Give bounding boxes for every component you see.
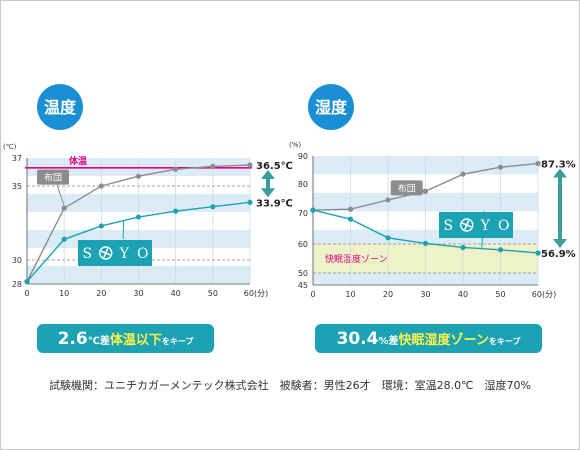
- data-point: [460, 244, 466, 251]
- soyo-logo-letter: S: [82, 246, 92, 262]
- y-tick-label: 80: [298, 180, 308, 189]
- y-tick-label: 70: [298, 209, 308, 218]
- data-point: [247, 162, 253, 168]
- y-tick-label: 50: [298, 269, 308, 278]
- data-point: [497, 247, 504, 253]
- soyo-logo-letter: Y: [480, 218, 491, 234]
- y-unit-label: (%): [289, 141, 301, 149]
- data-point: [347, 216, 354, 222]
- futon-series-label: 布団: [398, 182, 416, 194]
- data-point: [98, 223, 104, 229]
- chart-title: 温度: [43, 98, 77, 117]
- data-point: [310, 207, 316, 213]
- soyo-logo-letter: S: [443, 218, 453, 234]
- y-tick-label: 28: [12, 280, 22, 289]
- data-point: [210, 204, 216, 210]
- data-point: [247, 199, 253, 205]
- arrow-head: [261, 188, 275, 198]
- data-point: [61, 205, 67, 211]
- summary-badge: [37, 324, 214, 353]
- arrow-head: [553, 168, 567, 178]
- x-tick-label: 0: [310, 290, 315, 299]
- data-point: [497, 164, 504, 170]
- data-point: [422, 240, 429, 246]
- x-tick-label: 50: [495, 290, 505, 299]
- data-point: [210, 163, 216, 169]
- y-tick-label: 90: [298, 152, 308, 161]
- soyo-logo-letter: Y: [119, 246, 130, 262]
- x-tick-label: 60(分): [244, 289, 268, 298]
- end-value-label: 56.9%: [541, 249, 576, 260]
- test-conditions-footer: 試験機関：ユニチカガーメンテック株式会社 被験者：男性26才 環境：室温28.0…: [49, 379, 531, 392]
- x-tick-label: 30: [133, 289, 143, 298]
- soyo-logo-box: [78, 240, 152, 266]
- x-tick-label: 10: [345, 290, 355, 299]
- comfort-zone-label: 快眠湿度ゾーン: [325, 253, 388, 265]
- data-point: [385, 197, 391, 203]
- x-tick-label: 30: [420, 290, 430, 299]
- data-point: [135, 214, 142, 220]
- x-tick-label: 10: [59, 289, 69, 298]
- body-temperature-label: 体温: [69, 155, 87, 167]
- x-tick-label: 20: [96, 289, 106, 298]
- summary-badge: [315, 324, 542, 353]
- y-tick-label: 60: [298, 240, 308, 249]
- x-tick-label: 40: [171, 289, 181, 298]
- data-point: [135, 173, 142, 179]
- data-point: [173, 166, 179, 172]
- y-tick-label: 45: [298, 281, 308, 290]
- end-value-label: 33.9℃: [256, 198, 293, 209]
- fan-icon: [99, 246, 113, 260]
- y-tick-label: 30: [12, 256, 22, 265]
- end-value-label: 87.3%: [541, 160, 576, 171]
- data-point: [385, 235, 391, 241]
- summary-text: 2.6℃差体温以下をキープ: [58, 329, 195, 349]
- soyo-logo-letter: O: [137, 246, 148, 262]
- data-point: [535, 250, 541, 256]
- futon-series-tag: [390, 180, 423, 196]
- data-point: [24, 279, 30, 285]
- y-unit-label: (℃): [3, 143, 17, 151]
- futon-series-label: 布団: [44, 172, 62, 184]
- soyo-logo-letter: O: [498, 218, 509, 234]
- data-point: [173, 208, 179, 214]
- summary-text: 30.4%差快眠湿度ゾーンをキープ: [337, 329, 522, 349]
- y-tick-label: 37: [12, 154, 22, 163]
- y-tick-label: 35: [12, 182, 22, 191]
- data-point: [61, 236, 67, 242]
- arrow-head: [261, 170, 275, 179]
- chart-title-badge: [308, 84, 354, 130]
- x-tick-label: 60(分): [532, 290, 556, 299]
- x-tick-label: 0: [24, 289, 29, 298]
- fan-icon: [460, 218, 474, 232]
- x-tick-label: 20: [383, 290, 393, 299]
- x-tick-label: 50: [208, 289, 218, 298]
- futon-series-tag: [37, 169, 70, 185]
- logo-pointer: [122, 220, 125, 240]
- data-point: [535, 160, 541, 167]
- end-value-label: 36.5℃: [256, 161, 293, 172]
- x-tick-label: 40: [458, 290, 468, 299]
- tag-pointer: [406, 188, 426, 196]
- chart-title-badge: [37, 84, 83, 130]
- soyo-logo-box: [439, 212, 513, 238]
- tag-pointer: [56, 184, 65, 207]
- data-point: [460, 171, 466, 177]
- data-point: [98, 183, 104, 189]
- arrow-head: [553, 238, 567, 248]
- data-point: [347, 206, 354, 212]
- chart-title: 湿度: [314, 98, 348, 117]
